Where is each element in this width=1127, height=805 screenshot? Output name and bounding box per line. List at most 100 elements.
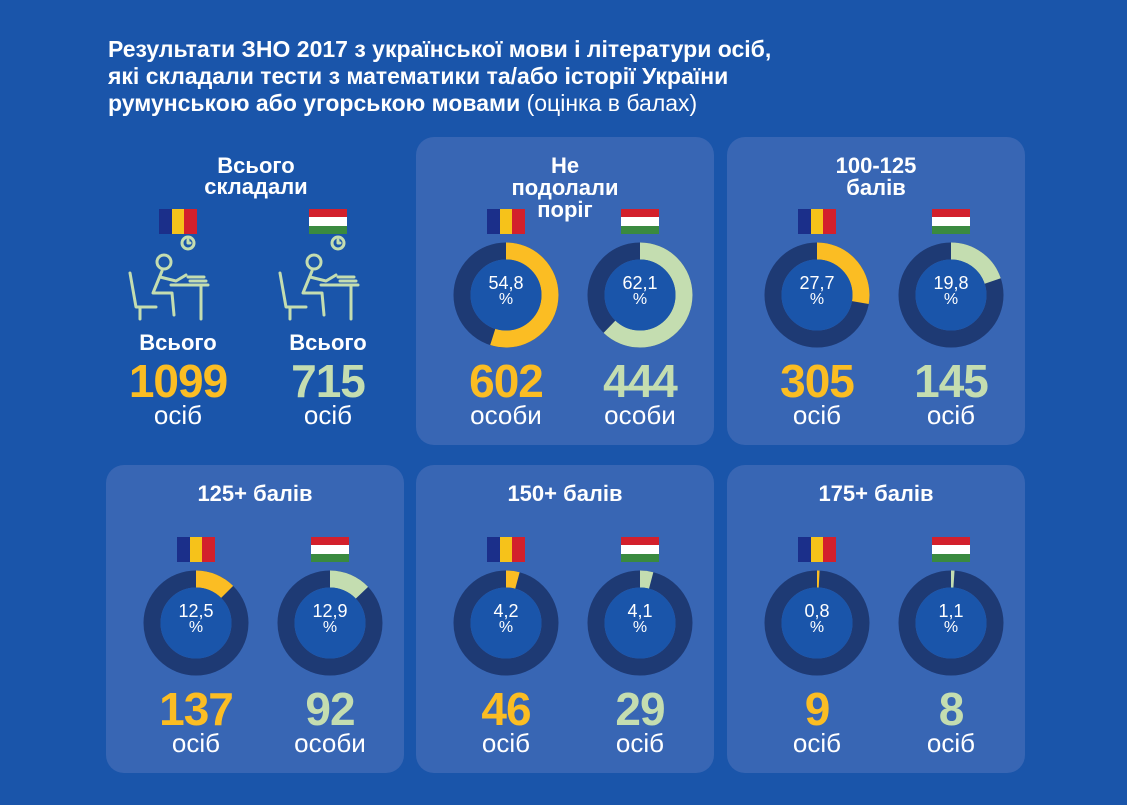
total-hungarian-value: 715 (291, 355, 366, 407)
donut-chart (143, 570, 249, 676)
count-value: 137 (159, 683, 234, 735)
count-unit: осіб (792, 728, 842, 758)
donut-slice-romanian (764, 570, 870, 676)
percent-label: 0,8% (757, 601, 877, 636)
total-romanian-column: Всього 1099 осіб (118, 137, 238, 445)
hungary-flag-icon (621, 537, 659, 562)
donut-chart (277, 570, 383, 676)
panel-title: Не подолали поріг (496, 155, 634, 221)
hungarian-column: 1,1% 8 осіб (891, 465, 1011, 773)
percent-value: 1,1 (938, 601, 964, 621)
hungary-flag-icon (932, 209, 970, 234)
percent-sign: % (632, 291, 648, 308)
hungary-flag-icon (309, 209, 347, 234)
percent-sign: % (498, 291, 514, 308)
title-line-1: Результати ЗНО 2017 з української мови і… (108, 36, 772, 62)
percent-value: 12,9 (312, 601, 348, 621)
total-romanian-label: Всього (139, 330, 217, 355)
donut-center (160, 587, 232, 659)
count-value: 9 (804, 683, 831, 735)
percent-label: 1,1% (891, 601, 1011, 636)
panel-below-threshold: Не подолали поріг 54,8% 602 особи 62,1% 444 ос… (416, 137, 714, 445)
count-value: 305 (780, 355, 855, 407)
donut-center (604, 259, 676, 331)
percent-sign: % (498, 619, 514, 636)
romania-flag-icon (177, 537, 216, 562)
romania-flag-icon (798, 209, 837, 234)
donut-chart (764, 242, 870, 348)
romanian-column: 4,2% 46 осіб (446, 465, 566, 773)
romania-flag-icon (159, 209, 198, 234)
title-line-3: румунською або угорською мовами (оцінка … (108, 90, 1008, 117)
panel-title-text: 175+ балів (818, 481, 934, 506)
percent-sign: % (943, 291, 959, 308)
donut-chart (453, 242, 559, 348)
donut-center (781, 259, 853, 331)
percent-value: 4,1 (627, 601, 653, 621)
count-value: 444 (603, 355, 678, 407)
count-value: 92 (305, 683, 355, 735)
panel-title-text: 100-125 балів (835, 153, 917, 200)
total-hungarian-column: Всього 715 осіб (268, 137, 388, 445)
hungary-flag-icon (932, 537, 970, 562)
percent-value: 27,7 (799, 273, 835, 293)
hungarian-column: 19,8% 145 осіб (891, 137, 1011, 445)
romanian-column: 54,8% 602 особи (446, 137, 566, 445)
total-romanian-value: 1099 (128, 355, 228, 407)
percent-value: 19,8 (933, 273, 969, 293)
panel-100-125: 100-125 балів 27,7% 305 осіб 19,8% 145 осіб (727, 137, 1025, 445)
title-line-2: які складали тести з математики та/або і… (108, 63, 729, 89)
panel-title-text: Не подолали поріг (511, 153, 619, 222)
count-value: 29 (615, 683, 665, 735)
total-panel: Всього складали Всього 1099 осіб (106, 137, 404, 445)
romanian-column: 27,7% 305 осіб (757, 137, 877, 445)
hungary-flag-icon (311, 537, 349, 562)
panel-title: 175+ балів (807, 483, 945, 505)
count-value: 8 (938, 683, 965, 735)
donut-chart (764, 570, 870, 676)
donut-chart (898, 570, 1004, 676)
percent-sign: % (322, 619, 338, 636)
panel-title-text: 150+ балів (507, 481, 623, 506)
hungarian-column: 4,1% 29 осіб (580, 465, 700, 773)
count-unit: осіб (792, 400, 842, 430)
percent-sign: % (943, 619, 959, 636)
count-value: 145 (914, 355, 989, 407)
title-line-3-bold: румунською або угорською мовами (108, 90, 521, 116)
count-value: 46 (481, 683, 531, 735)
percent-value: 62,1 (622, 273, 658, 293)
page-title: Результати ЗНО 2017 з української мови і… (108, 36, 1008, 117)
donut-slice-hungarian (898, 242, 1004, 348)
donut-center (294, 587, 366, 659)
count-unit: осіб (171, 728, 221, 758)
percent-value: 12,5 (178, 601, 214, 621)
romanian-column: 0,8% 9 осіб (757, 465, 877, 773)
count-unit: особи (294, 728, 366, 758)
percent-label: 19,8% (891, 273, 1011, 308)
percent-sign: % (632, 619, 648, 636)
panel-title: 100-125 балів (807, 155, 945, 199)
donut-slice-hungarian (277, 570, 383, 676)
hungarian-column: 12,9% 92 особи (270, 465, 390, 773)
count-unit: осіб (926, 728, 976, 758)
donut-slice-hungarian (587, 242, 693, 348)
count-unit: осіб (926, 400, 976, 430)
donut-chart (453, 570, 559, 676)
total-romanian-unit: осіб (153, 400, 203, 430)
percent-sign: % (188, 619, 204, 636)
hungarian-column: 62,1% 444 особи (580, 137, 700, 445)
total-panel-title: Всього складали (196, 155, 316, 198)
percent-value: 0,8 (804, 601, 830, 621)
percent-label: 4,1% (580, 601, 700, 636)
donut-center (915, 259, 987, 331)
romania-flag-icon (487, 209, 526, 234)
percent-sign: % (809, 291, 825, 308)
percent-label: 12,9% (270, 601, 390, 636)
panel-175-plus: 175+ балів 0,8% 9 осіб 1,1% 8 осіб (727, 465, 1025, 773)
donut-slice-hungarian (898, 570, 1004, 676)
donut-slice-romanian (143, 570, 249, 676)
hungary-flag-icon (621, 209, 659, 234)
romania-flag-icon (798, 537, 837, 562)
title-line-3-light: (оцінка в балах) (520, 90, 698, 116)
percent-label: 27,7% (757, 273, 877, 308)
